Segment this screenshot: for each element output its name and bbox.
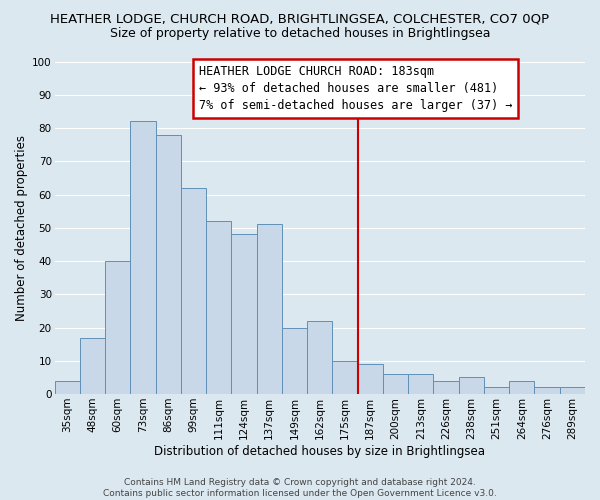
Bar: [257, 224, 282, 394]
X-axis label: Distribution of detached houses by size in Brightlingsea: Distribution of detached houses by size …: [154, 444, 485, 458]
Bar: [80, 338, 105, 394]
Bar: [332, 361, 358, 394]
Bar: [433, 380, 459, 394]
Bar: [560, 388, 585, 394]
Bar: [55, 380, 80, 394]
Text: HEATHER LODGE CHURCH ROAD: 183sqm
← 93% of detached houses are smaller (481)
7% : HEATHER LODGE CHURCH ROAD: 183sqm ← 93% …: [199, 65, 512, 112]
Bar: [383, 374, 408, 394]
Bar: [535, 388, 560, 394]
Bar: [307, 321, 332, 394]
Bar: [484, 388, 509, 394]
Bar: [282, 328, 307, 394]
Bar: [358, 364, 383, 394]
Text: HEATHER LODGE, CHURCH ROAD, BRIGHTLINGSEA, COLCHESTER, CO7 0QP: HEATHER LODGE, CHURCH ROAD, BRIGHTLINGSE…: [50, 12, 550, 26]
Bar: [408, 374, 433, 394]
Bar: [130, 122, 155, 394]
Bar: [232, 234, 257, 394]
Bar: [206, 221, 232, 394]
Text: Contains HM Land Registry data © Crown copyright and database right 2024.
Contai: Contains HM Land Registry data © Crown c…: [103, 478, 497, 498]
Bar: [509, 380, 535, 394]
Y-axis label: Number of detached properties: Number of detached properties: [15, 135, 28, 321]
Bar: [181, 188, 206, 394]
Bar: [459, 378, 484, 394]
Bar: [155, 134, 181, 394]
Text: Size of property relative to detached houses in Brightlingsea: Size of property relative to detached ho…: [110, 28, 490, 40]
Bar: [105, 261, 130, 394]
